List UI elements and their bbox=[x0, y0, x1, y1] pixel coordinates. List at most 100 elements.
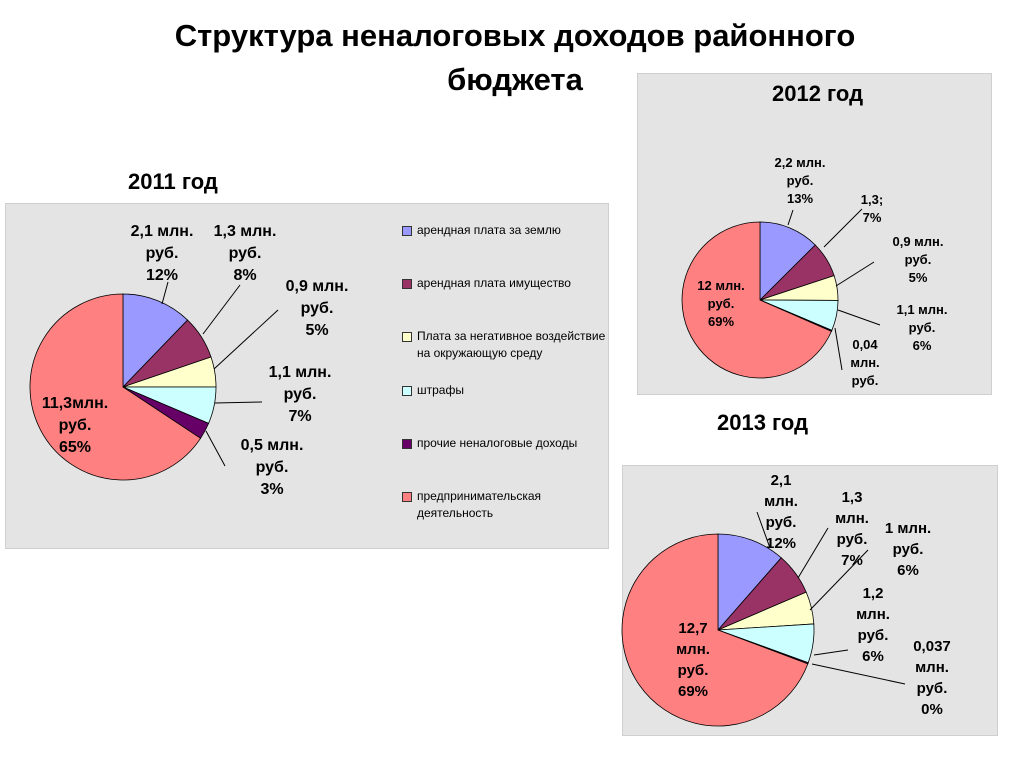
slice-data-label-line: 12% bbox=[766, 535, 796, 552]
chart-title-2012: 2012 год bbox=[772, 81, 864, 106]
slice-data-label: 2,1 млн. руб. 12% bbox=[764, 472, 798, 552]
slice-data-label-line: 6% bbox=[897, 562, 919, 579]
slice-data-label: 2,2 млн. руб. 13% bbox=[774, 155, 825, 206]
chart-title-2013: 2013 год bbox=[717, 410, 809, 435]
slice-data-label-line: 12 млн. bbox=[697, 278, 744, 293]
pie-chart-3: 2,1 млн. руб. 12%1,3 млн. руб. 7%1 млн. руб. 6%1… bbox=[621, 472, 951, 727]
legend-swatch bbox=[402, 492, 412, 502]
pie-slice bbox=[122, 293, 189, 388]
leader-line bbox=[214, 401, 263, 404]
slice-data-label-line: 69% bbox=[678, 683, 708, 700]
slice-data-label-line: 1,2 bbox=[863, 585, 884, 602]
leader-line bbox=[809, 549, 869, 611]
slice-data-label-line: руб. bbox=[787, 173, 814, 188]
legend-label: прочие неналоговые доходы bbox=[417, 436, 578, 450]
slice-data-label-line: 7% bbox=[288, 408, 311, 425]
chart-title-2011: 2011 год bbox=[128, 169, 218, 194]
leader-line bbox=[756, 511, 771, 549]
slice-data-label-line: руб. bbox=[909, 320, 936, 335]
slice-data-label-line: 0,5 млн. bbox=[241, 437, 304, 454]
slice-data-label-line: 1,3; bbox=[861, 192, 883, 207]
slice-data-label-line: 0,9 млн. bbox=[286, 278, 349, 295]
slice-data-label-line: 6% bbox=[913, 338, 932, 353]
leader-line bbox=[205, 430, 226, 467]
slice-data-label: 0,9 млн. руб. 5% bbox=[286, 278, 349, 339]
slice-data-label-line: 6% bbox=[862, 648, 884, 665]
leader-line bbox=[823, 208, 863, 248]
slice-data-label: 12,7 млн. руб. 69% bbox=[676, 620, 710, 700]
leader-line bbox=[797, 527, 829, 579]
legend-label: арендная плата имущество bbox=[417, 276, 571, 290]
slice-data-label-line: 1,3 bbox=[842, 489, 863, 506]
leader-line bbox=[213, 309, 279, 370]
legend-label: арендная плата за землю bbox=[417, 223, 561, 237]
slice-data-label-line: руб. bbox=[256, 459, 289, 476]
slice-data-label-line: руб. bbox=[284, 386, 317, 403]
pie-chart-2: 2,2 млн. руб. 13% 1,3; 7% 0,9 млн. руб. 5% 1,1 м… bbox=[681, 155, 948, 388]
slice-data-label-line: млн. bbox=[835, 510, 869, 527]
slice-data-label-line: 7% bbox=[863, 210, 882, 225]
slice-data-label-line: 0,9 млн. bbox=[892, 234, 943, 249]
slice-data-label-line: 13% bbox=[787, 191, 813, 206]
slice-data-label: 1,3 млн. руб. 8% bbox=[214, 223, 277, 284]
slice-data-label-line: 11,3млн. bbox=[42, 395, 108, 412]
slice-data-label-line: руб. bbox=[858, 627, 889, 644]
leader-line bbox=[835, 261, 875, 287]
slice-data-label: 1,1 млн. руб. 6% bbox=[896, 302, 947, 353]
slice-data-label: 1,1 млн. руб. 7% bbox=[269, 364, 332, 425]
pie-slice bbox=[681, 221, 832, 379]
slice-data-label-line: руб. bbox=[301, 300, 334, 317]
slice-data-label-line: 2,1 млн. bbox=[131, 223, 194, 240]
slice-data-label-line: млн. bbox=[915, 659, 949, 676]
slice-data-label-line: 0,04 bbox=[852, 337, 878, 352]
leader-line bbox=[787, 209, 794, 226]
slice-data-label-line: 5% bbox=[909, 270, 928, 285]
slice-data-label-line: руб. bbox=[766, 514, 797, 531]
slice-data-label-line: руб. bbox=[146, 245, 179, 262]
slice-data-label-line: 1,3 млн. bbox=[214, 223, 277, 240]
slice-data-label: 0,037 млн. руб. 0% bbox=[913, 638, 951, 718]
leader-line bbox=[161, 281, 169, 305]
slice-data-label-line: 65% bbox=[59, 439, 91, 456]
slice-data-label: 1,2 млн. руб. 6% bbox=[856, 585, 890, 665]
slice-data-label-line: руб. bbox=[678, 662, 709, 679]
slice-data-label-line: 1,1 млн. bbox=[269, 364, 332, 381]
slice-data-label-line: руб. bbox=[229, 245, 262, 262]
slice-data-label: 0,5 млн. руб. 3% bbox=[241, 437, 304, 498]
legend-swatch bbox=[402, 226, 412, 236]
slice-data-label-line: млн. bbox=[676, 641, 710, 658]
slice-data-label-line: 1 млн. bbox=[885, 520, 931, 537]
pie-slice bbox=[759, 221, 816, 301]
slice-data-label-line: руб. bbox=[852, 373, 879, 388]
legend-swatch bbox=[402, 439, 412, 449]
slice-data-label: 1,3; 7% bbox=[861, 192, 883, 225]
leader-line bbox=[837, 309, 881, 326]
pie-chart-1: 2,1 млн. руб. 12% 1,3 млн. руб. 8% 0,9 млн. руб… bbox=[29, 223, 349, 498]
slice-data-label-line: руб. bbox=[708, 296, 735, 311]
slice-data-label: 1,3 млн. руб. 7% bbox=[835, 489, 869, 569]
pie-slice bbox=[29, 293, 202, 481]
slice-data-label: 0,9 млн. руб. 5% bbox=[892, 234, 943, 285]
slice-data-label: 12 млн. руб. 69% bbox=[697, 278, 744, 329]
legend-label: Плата за негативное воздействие на окруж… bbox=[417, 329, 606, 360]
slice-data-label: 0,04 млн. руб. bbox=[850, 337, 879, 388]
slice-data-label-line: руб. bbox=[917, 680, 948, 697]
slice-data-label: 11,3млн. руб. 65% bbox=[42, 395, 108, 456]
slice-data-label-line: 0% bbox=[921, 701, 943, 718]
slice-data-label-line: руб. bbox=[905, 252, 932, 267]
slice-data-label-line: 0,037 bbox=[913, 638, 951, 655]
pie-slice bbox=[621, 533, 809, 727]
slice-data-label-line: 69% bbox=[708, 314, 734, 329]
legend-label: предпринимательская деятельность bbox=[417, 489, 542, 520]
slice-data-label-line: 7% bbox=[841, 552, 863, 569]
slice-data-label-line: млн. bbox=[850, 355, 879, 370]
slice-data-label-line: млн. bbox=[856, 606, 890, 623]
slice-data-label-line: 3% bbox=[260, 481, 283, 498]
slice-data-label-line: 12,7 bbox=[678, 620, 707, 637]
leader-line bbox=[813, 649, 849, 656]
slice-data-label-line: 2,2 млн. bbox=[774, 155, 825, 170]
legend-label: штрафы bbox=[417, 383, 464, 397]
slice-data-label-line: руб. bbox=[837, 531, 868, 548]
page-title-line1: Структура неналоговых доходов районного bbox=[174, 18, 856, 53]
